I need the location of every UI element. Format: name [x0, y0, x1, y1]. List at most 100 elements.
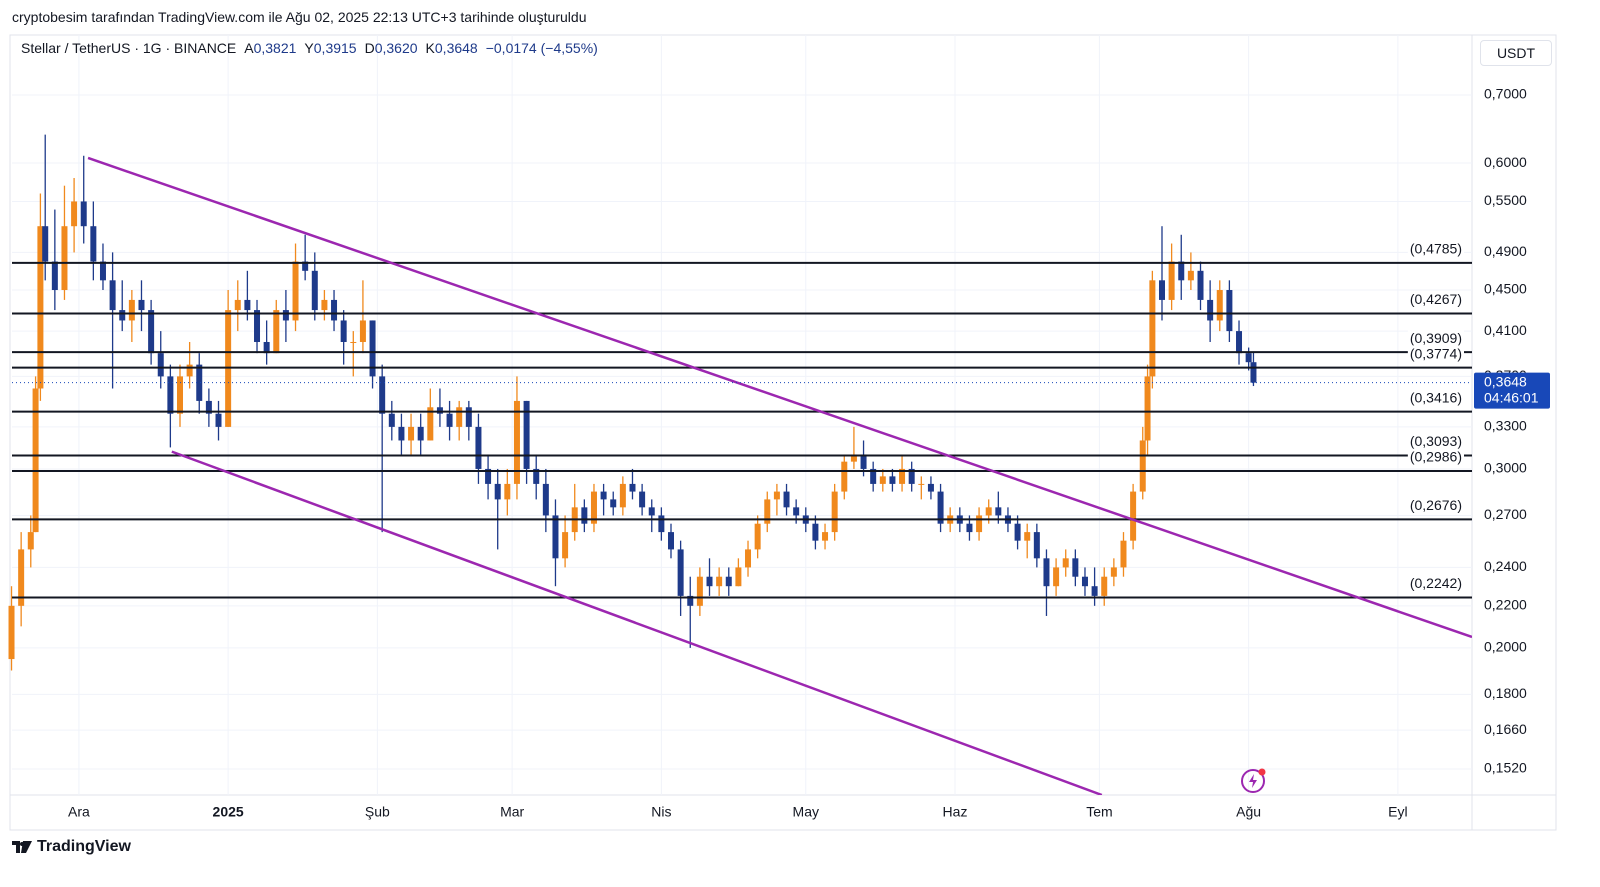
candle-body	[687, 595, 694, 606]
brand-logo	[12, 841, 32, 853]
close-value: 0,3648	[434, 40, 478, 56]
candle-body	[976, 515, 983, 533]
alert-icon[interactable]	[1241, 768, 1266, 793]
level-label-bg	[1407, 497, 1464, 514]
candle-body	[1236, 331, 1243, 354]
candle-body	[764, 499, 771, 524]
symbol-legend: Stellar / TetherUS · 1G · BINANCE A 0,382…	[21, 40, 598, 56]
high-key: Y	[304, 40, 314, 56]
candle-body	[157, 353, 164, 377]
currency-button[interactable]: USDT	[1480, 40, 1552, 66]
y-tick-label: 0,1800	[1484, 685, 1527, 701]
candle-body	[1033, 532, 1040, 559]
candle-body	[42, 226, 49, 262]
y-tick-label: 0,1520	[1484, 760, 1527, 776]
candle-body	[417, 426, 424, 441]
candle-body	[350, 341, 357, 343]
candle-body	[513, 400, 520, 484]
candle-body	[542, 483, 549, 516]
low-value: 0,3620	[374, 40, 418, 56]
candle-body	[648, 507, 655, 516]
candle-body	[725, 576, 732, 587]
candle-body	[1101, 576, 1108, 596]
y-tick-label: 0,2400	[1484, 558, 1527, 574]
x-tick-label: May	[793, 804, 819, 820]
candle-body	[831, 491, 838, 533]
candle-body	[773, 491, 780, 500]
candle-body	[302, 261, 309, 271]
candle-body	[879, 476, 886, 484]
y-tick-label: 0,2700	[1484, 506, 1527, 522]
low-key: D	[364, 40, 375, 56]
candle-body	[1197, 270, 1204, 300]
candle-body	[1110, 567, 1117, 577]
change: −0,0174 (−4,55%)	[485, 40, 598, 56]
level-label-bg	[1407, 291, 1464, 308]
candle-body	[311, 270, 318, 311]
candle-body	[90, 226, 97, 262]
candle-body	[109, 280, 116, 311]
trendline	[87, 156, 1472, 639]
level-label-bg	[1407, 433, 1464, 450]
candle-body	[552, 515, 559, 559]
candle-body	[629, 483, 636, 492]
candle-body	[99, 261, 106, 281]
level-label: (0,2676)	[1410, 497, 1462, 513]
candle-body	[1043, 558, 1050, 587]
candle-body	[475, 426, 482, 469]
candle-body	[1187, 270, 1194, 281]
level-label: (0,2242)	[1410, 575, 1462, 591]
candle-body	[995, 507, 1002, 516]
candle-body	[61, 226, 68, 291]
x-tick-label: Mar	[500, 804, 524, 820]
candle-body	[282, 310, 289, 321]
high-value: 0,3915	[313, 40, 357, 56]
level-label-bg	[1407, 345, 1464, 362]
candle-body	[735, 567, 742, 587]
chart-frame	[9, 34, 1557, 831]
candle-body	[292, 261, 299, 321]
header: cryptobesim tarafından TradingView.com i…	[12, 9, 587, 25]
candle-body	[148, 310, 155, 354]
candle-body	[1226, 290, 1233, 332]
candle-body	[1053, 567, 1060, 587]
candle-body	[1072, 558, 1079, 577]
x-tick-label: Haz	[943, 804, 968, 820]
candle-body	[254, 310, 261, 342]
y-tick-label: 0,7000	[1484, 86, 1527, 102]
candle-body	[340, 320, 347, 342]
candle-body	[244, 299, 251, 311]
level-label: (0,3093)	[1410, 433, 1462, 449]
candle-body	[8, 605, 15, 660]
candle-body	[889, 476, 896, 484]
y-tick-label: 0,2200	[1484, 597, 1527, 613]
candle-body	[51, 261, 58, 291]
candle-body	[465, 407, 472, 427]
candle-body	[908, 468, 915, 484]
x-tick-label: Şub	[365, 804, 390, 820]
level-label-bg	[1407, 329, 1464, 346]
countdown: 04:46:01	[1484, 389, 1539, 405]
brand: TradingView	[12, 838, 131, 856]
x-tick-label: Ağu	[1236, 804, 1261, 820]
candle-body	[1024, 532, 1031, 541]
candle-body	[1014, 523, 1021, 541]
candle-body	[1158, 280, 1165, 300]
candle-body	[215, 413, 222, 427]
last-price-box	[1474, 372, 1550, 409]
candle-body	[966, 523, 973, 533]
candle-body	[860, 454, 867, 469]
candle-body	[167, 376, 174, 414]
level-label-bg	[1407, 575, 1464, 592]
candle-body	[899, 468, 906, 484]
x-tick-label: 2025	[213, 804, 244, 820]
candle-body	[658, 515, 665, 533]
level-label-bg	[1407, 448, 1464, 465]
candle-body	[1130, 491, 1137, 541]
close-key: K	[425, 40, 435, 56]
candle-body	[619, 483, 626, 508]
candle-body	[850, 454, 857, 462]
candle-body	[677, 549, 684, 596]
